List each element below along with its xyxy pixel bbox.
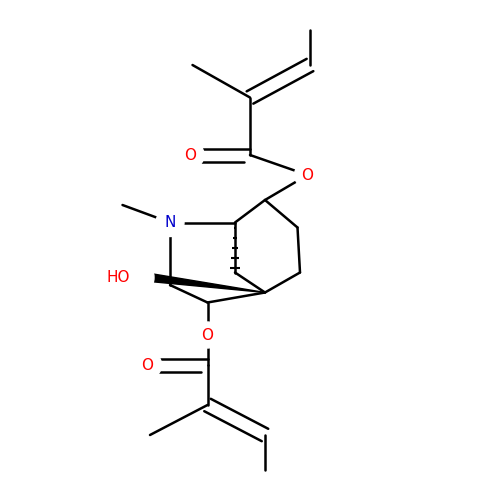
Circle shape bbox=[294, 162, 320, 188]
Polygon shape bbox=[150, 274, 265, 292]
Circle shape bbox=[134, 351, 162, 379]
Text: HO: HO bbox=[106, 270, 130, 285]
Text: O: O bbox=[202, 328, 213, 342]
Circle shape bbox=[116, 258, 154, 296]
Text: O: O bbox=[184, 148, 196, 162]
Circle shape bbox=[176, 141, 204, 169]
Circle shape bbox=[194, 322, 220, 348]
Text: O: O bbox=[142, 358, 154, 372]
Text: O: O bbox=[302, 168, 314, 182]
Circle shape bbox=[156, 208, 184, 236]
Text: N: N bbox=[164, 215, 175, 230]
